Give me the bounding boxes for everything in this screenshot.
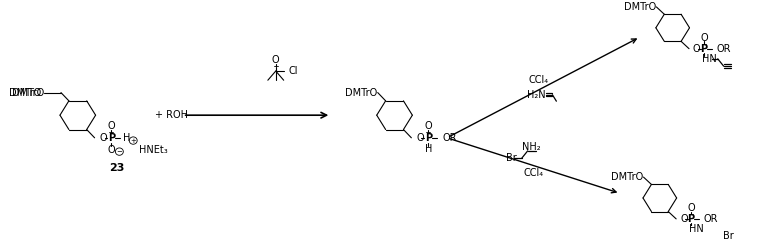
- Text: H: H: [424, 144, 432, 154]
- Text: CCl₄: CCl₄: [523, 168, 544, 178]
- Text: P: P: [700, 44, 707, 54]
- Text: Br: Br: [723, 231, 733, 241]
- Text: +: +: [130, 138, 136, 144]
- Text: NH₂: NH₂: [522, 142, 541, 152]
- Text: HN: HN: [702, 54, 717, 64]
- Text: CCl₄: CCl₄: [529, 75, 549, 85]
- Text: DMTrO: DMTrO: [612, 172, 643, 182]
- Text: HN: HN: [689, 224, 704, 234]
- Text: O: O: [680, 214, 688, 224]
- Text: H₂N: H₂N: [526, 90, 545, 100]
- Text: + ROH: + ROH: [155, 110, 188, 120]
- Text: Cl: Cl: [289, 66, 298, 76]
- Text: O: O: [272, 55, 279, 65]
- Text: 23: 23: [108, 163, 124, 173]
- Text: DMTrO: DMTrO: [9, 87, 41, 98]
- Text: O: O: [100, 133, 107, 143]
- Text: O: O: [700, 33, 707, 43]
- Text: O: O: [424, 121, 432, 131]
- Text: DMTrO: DMTrO: [624, 2, 656, 12]
- Text: O: O: [108, 145, 115, 155]
- Text: OR: OR: [704, 214, 718, 224]
- Text: O: O: [693, 44, 700, 54]
- Text: O: O: [108, 121, 115, 131]
- Text: DMTrO: DMTrO: [346, 87, 378, 98]
- Text: OR: OR: [717, 44, 731, 54]
- Text: O: O: [417, 133, 424, 143]
- Text: H: H: [123, 133, 131, 143]
- Text: P: P: [424, 133, 432, 143]
- Text: O: O: [687, 203, 695, 213]
- Text: P: P: [108, 133, 115, 143]
- Text: Br: Br: [506, 153, 516, 163]
- Text: OR: OR: [442, 133, 456, 143]
- Text: DMTrO: DMTrO: [12, 87, 44, 98]
- Text: −: −: [116, 149, 122, 155]
- Text: HNEt₃: HNEt₃: [139, 145, 168, 155]
- Text: P: P: [687, 214, 694, 224]
